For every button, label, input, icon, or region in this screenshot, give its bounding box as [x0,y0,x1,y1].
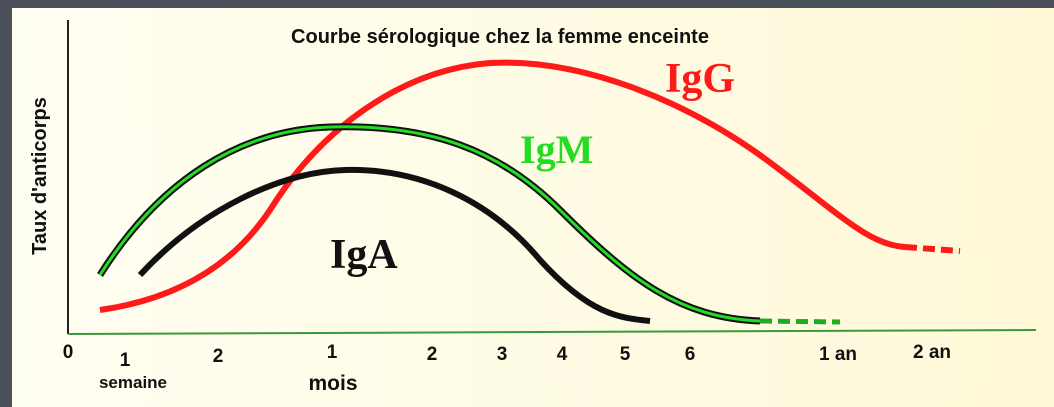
x-tick-label: 2 an [913,342,951,363]
igm-curve [98,125,761,323]
chart-title: Courbe sérologique chez la femme enceint… [291,26,709,48]
plot-background [12,8,1054,407]
x-tick-label: 2 [213,346,224,367]
x-tick-label: 3 [497,344,508,365]
curve-label: IgM [520,127,593,172]
igm-curve-dashed [759,318,841,325]
x-tick-label: 1 [327,342,338,363]
x-tick-label: 2 [427,344,438,365]
x-tick-label: 4 [557,344,568,365]
curve-label: IgA [330,232,398,278]
iga-curve [137,166,651,324]
igg-curve [99,59,906,313]
x-tick-label: 1 [120,350,131,371]
x-axis [67,329,1037,335]
x-tick-label: 0 [63,342,74,363]
curve-label: IgG [665,56,735,102]
x-tick-label: 5 [620,344,631,365]
x-tick-label: 6 [685,344,696,365]
y-axis-label: Taux d'anticorps [29,97,51,255]
x-unit-label: semaine [99,373,167,392]
x-tick-label: 1 an [819,344,857,365]
x-unit-label: mois [308,372,357,395]
igg-curve-dashed [904,244,961,254]
